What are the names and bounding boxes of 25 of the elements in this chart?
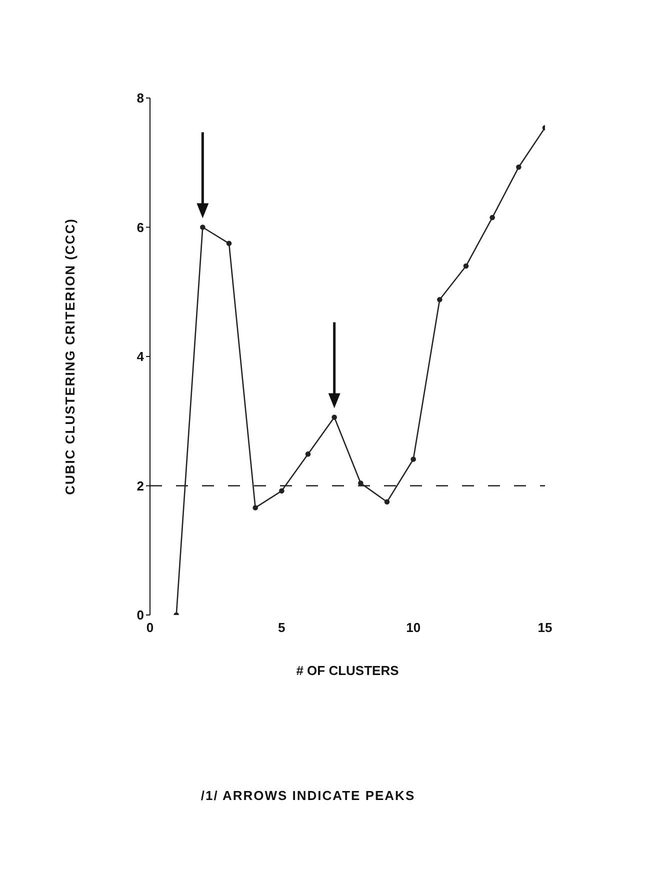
x-tick-label: 5 (278, 620, 286, 636)
y-tick-label: 2 (136, 478, 144, 494)
point (410, 456, 416, 462)
y-tick-label: 4 (136, 349, 145, 364)
point (252, 505, 258, 510)
point (305, 451, 311, 457)
y-tick-label: 6 (136, 220, 144, 235)
point (463, 263, 469, 269)
point (437, 296, 442, 302)
y-tick-label: 0 (136, 608, 144, 623)
x-tick-label: 10 (406, 620, 421, 636)
x-tick-label: 15 (538, 620, 552, 636)
point (279, 488, 284, 494)
y-tick-label: 8 (136, 90, 144, 106)
x-axis-title: # OF CLUSTERS (296, 663, 400, 678)
text: /1/ ARROWS INDICATE PEAKS (200, 788, 416, 803)
point (384, 499, 390, 505)
point (226, 240, 232, 246)
point (490, 214, 495, 220)
point (332, 414, 337, 420)
point (516, 164, 522, 170)
point (358, 480, 364, 486)
point (200, 224, 206, 230)
x-tick-label: 0 (146, 620, 154, 636)
y-axis-title: CUBIC CLUSTERING CRITERION (CCC) (62, 218, 78, 495)
